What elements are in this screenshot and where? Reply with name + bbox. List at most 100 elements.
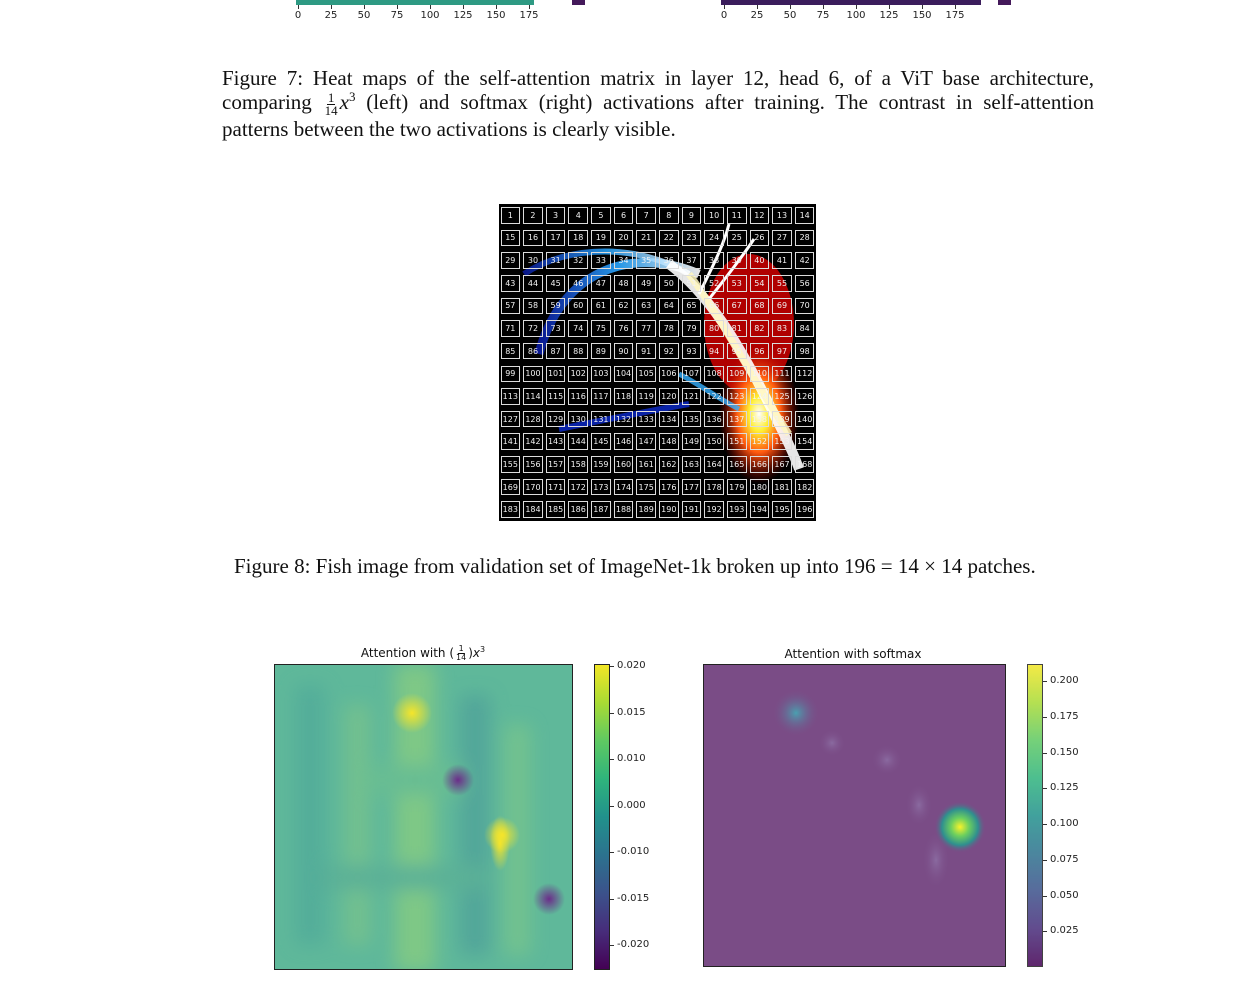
axis-tick-mark: [298, 5, 299, 9]
axis-tick-label: 175: [945, 10, 965, 21]
patch-cell: 125: [772, 388, 792, 405]
colorbar-tick-label: 0.050: [1043, 889, 1079, 901]
patch-cell: 59: [545, 297, 566, 315]
patch-cell: 144: [568, 433, 589, 451]
patch-cell: 194: [749, 501, 770, 518]
patch-cell: 48: [613, 274, 634, 292]
patch-cell: 180: [749, 478, 770, 496]
patch-cell: 26: [749, 229, 770, 247]
patch-cell: 99: [500, 365, 521, 383]
axis-tick-label: 125: [453, 10, 473, 21]
patch-cell: 119: [636, 388, 656, 405]
patch-cell: 77: [636, 320, 656, 337]
patch-cell: 111: [772, 365, 792, 383]
patch-cell: 163: [681, 456, 702, 473]
colorbar-tick-label: 0.125: [1043, 782, 1079, 794]
axis-tick-mark: [823, 5, 824, 9]
patch-cell: 116: [568, 388, 589, 405]
patch-cell: 109: [726, 365, 747, 383]
patch-cell: 120: [659, 388, 679, 405]
patch-cell: 96: [749, 342, 770, 360]
patch-cell: 56: [794, 274, 815, 292]
axis-tick-mark: [397, 5, 398, 9]
axis-tick-label: 150: [486, 10, 506, 21]
patch-cell: 31: [545, 252, 566, 269]
patch-cell: 190: [659, 501, 679, 518]
left-title-fraction: 1 14: [456, 644, 467, 662]
patch-cell: 107: [681, 365, 702, 383]
figure7-line1: Figure 7: Heat maps of the self-attentio…: [222, 66, 1094, 90]
patch-cell: 145: [591, 433, 611, 451]
patch-cell: 108: [704, 365, 724, 383]
patch-cell: 158: [568, 456, 589, 473]
patch-cell: 63: [636, 297, 656, 315]
patch-cell: 1: [500, 207, 521, 224]
right-colorbar: [1027, 664, 1043, 967]
figure7-caption: Figure 7: Heat maps of the self-attentio…: [222, 66, 1094, 141]
patch-cell: 106: [659, 365, 679, 383]
patch-cell: 5: [591, 207, 611, 224]
colorbar-tick-label: 0.175: [1043, 710, 1079, 722]
colorbar-tick-label: -0.010: [609, 846, 650, 858]
patch-cell: 178: [704, 478, 724, 496]
patch-cell: 46: [568, 274, 589, 292]
patch-cell: 172: [568, 478, 589, 496]
patch-cell: 164: [704, 456, 724, 473]
patch-cell: 27: [772, 229, 792, 247]
axis-tick-mark: [529, 5, 530, 9]
patch-cell: 33: [591, 252, 611, 269]
prev-figure-left-axis: 0 25 50 75 100 125 150 175: [290, 0, 550, 24]
patch-cell: 74: [568, 320, 589, 337]
patch-cell: 10: [704, 207, 724, 224]
axis-tick-label: 100: [846, 10, 866, 21]
patch-cell: 61: [591, 297, 611, 315]
axis-tick-mark: [331, 5, 332, 9]
patch-cell: 29: [500, 252, 521, 269]
patch-cell: 87: [545, 342, 566, 360]
patch-cell: 141: [500, 433, 521, 451]
patch-cell: 101: [545, 365, 566, 383]
axis-tick-mark: [922, 5, 923, 9]
patch-cell: 43: [500, 274, 521, 292]
axis-tick-label: 50: [783, 10, 797, 21]
left-colorbar: [594, 664, 610, 970]
figure8-caption: Figure 8: Fish image from validation set…: [234, 554, 1036, 578]
patch-cell: 110: [749, 365, 770, 383]
patch-cell: 128: [523, 410, 543, 428]
patch-cell: 181: [772, 478, 792, 496]
patch-cell: 183: [500, 501, 521, 518]
patch-cell: 93: [681, 342, 702, 360]
patch-cell: 159: [591, 456, 611, 473]
patch-cell: 84: [794, 320, 815, 337]
axis-tick-label: 0: [720, 10, 728, 21]
patch-cell: 90: [613, 342, 634, 360]
patch-cell: 104: [613, 365, 634, 383]
right-attention-heatmap: [703, 664, 1006, 967]
patch-cell: 192: [704, 501, 724, 518]
patch-cell: 58: [523, 297, 543, 315]
patch-cell: 23: [681, 229, 702, 247]
patch-cell: 126: [794, 388, 815, 405]
patch-cell: 191: [681, 501, 702, 518]
patch-cell: 70: [794, 297, 815, 315]
figure7-comparing: comparing: [222, 90, 312, 114]
right-heatmap-title: Attention with softmax: [784, 647, 922, 661]
patch-cell: 89: [591, 342, 611, 360]
patch-cell: 138: [749, 410, 770, 428]
patch-cell: 66: [704, 297, 724, 315]
patch-cell: 122: [704, 388, 724, 405]
patch-cell: 64: [659, 297, 679, 315]
patch-cell: 135: [681, 410, 702, 428]
colorbar-tick-label: 0.020: [610, 660, 646, 671]
patch-cell: 103: [591, 365, 611, 383]
patch-cell: 124: [749, 388, 770, 405]
patch-cell: 185: [545, 501, 566, 518]
patch-cell: 86: [523, 342, 543, 360]
colorbar-tick-label: 0.200: [1043, 675, 1079, 686]
patch-cell: 11: [726, 207, 747, 224]
figure7-fraction: 1 14: [324, 89, 338, 118]
patch-cell: 105: [636, 365, 656, 383]
patch-cell: 95: [726, 342, 747, 360]
patch-cell: 102: [568, 365, 589, 383]
patch-cell: 147: [636, 433, 656, 451]
